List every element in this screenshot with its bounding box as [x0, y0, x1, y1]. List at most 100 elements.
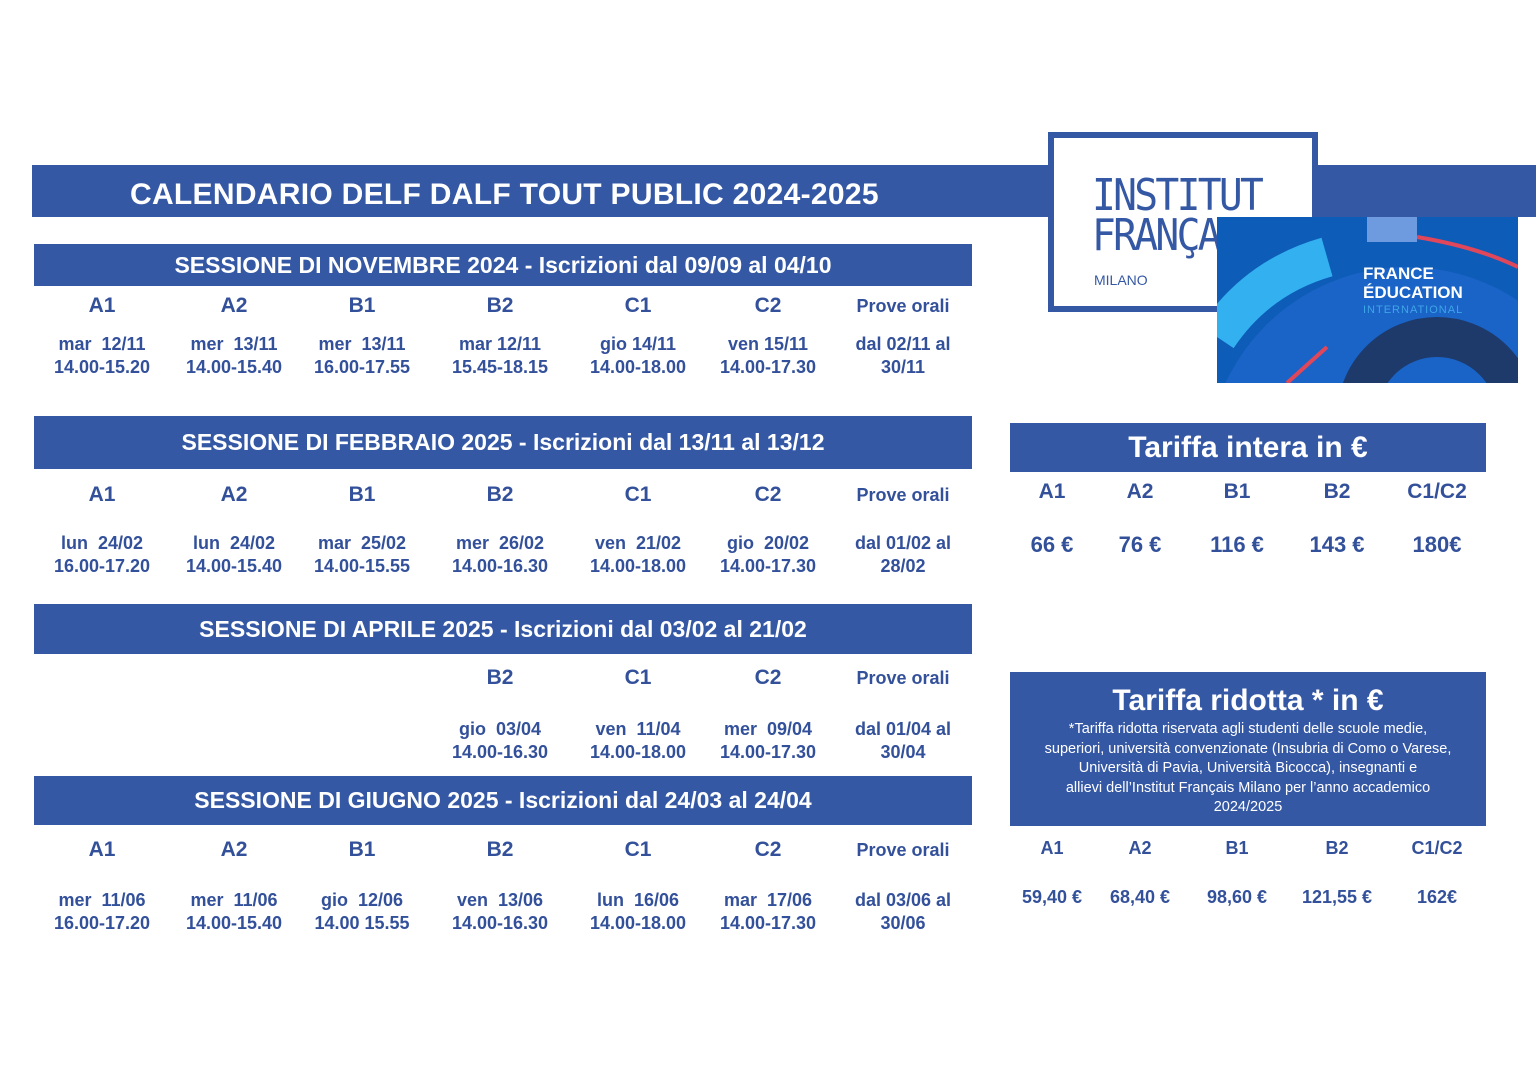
level-label: B2: [486, 294, 514, 317]
session-header: SESSIONE DI FEBBRAIO 2025 - Iscrizioni d…: [34, 416, 972, 469]
exam-day: gio 12/06: [320, 890, 404, 910]
exam-date: dal 01/02 al 28/02: [838, 532, 968, 578]
exam-time: 16.00-17.20: [53, 556, 151, 576]
exam-date: mer 13/11 14.00-15.40: [169, 333, 299, 379]
exam-time: 14.00-16.30: [451, 742, 549, 762]
exam-time: 14.00-15.55: [313, 556, 411, 576]
level-label: B2: [486, 666, 514, 689]
level-label: C1: [624, 666, 652, 689]
tariffa-ridotta-header: Tariffa ridotta * in €: [1112, 684, 1384, 717]
price-level: B2: [1325, 838, 1349, 858]
level-label: C2: [754, 838, 782, 861]
exam-date: ven 21/02 14.00-18.00: [573, 532, 703, 578]
level-label: A2: [220, 483, 248, 506]
price-value: 98,60 €: [1206, 887, 1268, 907]
page-title: CALENDARIO DELF DALF TOUT PUBLIC 2024-20…: [130, 178, 879, 211]
exam-date: mer 13/11 16.00-17.55: [297, 333, 427, 379]
exam-time: 14.00-17.30: [719, 913, 817, 933]
exam-time: 16.00-17.20: [53, 913, 151, 933]
exam-date: lun 16/06 14.00-18.00: [573, 889, 703, 935]
note-line: *Tariffa ridotta riservata agli studenti…: [1068, 721, 1428, 737]
exam-time: 14.00-16.30: [451, 913, 549, 933]
session-header: SESSIONE DI NOVEMBRE 2024 - Iscrizioni d…: [34, 244, 972, 286]
exam-day: dal 01/04 al: [854, 719, 952, 739]
note-line: superiori, università convenzionate (Ins…: [1044, 740, 1452, 757]
price-value: 59,40 €: [1021, 887, 1083, 907]
exam-time: 30/04: [880, 742, 926, 762]
exam-day: gio 14/11: [599, 334, 677, 354]
exam-time: 14.00-17.30: [719, 357, 817, 377]
exam-day: gio 03/04: [458, 719, 542, 739]
exam-day: mer 11/06: [190, 890, 278, 910]
exam-time: 30/11: [880, 357, 926, 377]
exam-time: 30/06: [880, 913, 926, 933]
exam-day: ven 11/04: [595, 719, 681, 739]
exam-date: dal 03/06 al 30/06: [838, 889, 968, 935]
level-label: C1: [624, 838, 652, 861]
exam-date: mar 12/11 15.45-18.15: [435, 333, 565, 379]
note-line: allievi dell’Institut Français Milano pe…: [1065, 779, 1431, 796]
session-header: SESSIONE DI GIUGNO 2025 - Iscrizioni dal…: [34, 776, 972, 825]
exam-date: dal 02/11 al 30/11: [838, 333, 968, 379]
exam-day: lun 24/02: [192, 533, 276, 553]
price-value: 121,55 €: [1301, 887, 1373, 907]
exam-date: dal 01/04 al 30/04: [838, 718, 968, 764]
exam-date: mar 17/06 14.00-17.30: [703, 889, 833, 935]
exam-day: mer 13/11: [190, 334, 278, 354]
price-value: 143 €: [1309, 532, 1365, 557]
level-label: B1: [348, 483, 376, 506]
level-label: A2: [220, 294, 248, 317]
exam-date: ven 15/11 14.00-17.30: [703, 333, 833, 379]
level-label: A1: [88, 294, 116, 317]
exam-date: mar 12/11 14.00-15.20: [37, 333, 167, 379]
exam-time: 14.00-18.00: [589, 742, 687, 762]
exam-time: 14.00-17.30: [719, 556, 817, 576]
level-label: B2: [486, 838, 514, 861]
exam-date: gio 12/06 14.00 15.55: [297, 889, 427, 935]
partner-line2: ÉDUCATION: [1363, 283, 1463, 302]
tariffa-intera-header: Tariffa intera in €: [1010, 423, 1486, 472]
exam-day: dal 03/06 al: [854, 890, 952, 910]
exam-day: mer 13/11: [318, 334, 406, 354]
exam-time: 28/02: [880, 556, 926, 576]
partner-line3: INTERNATIONAL: [1363, 304, 1464, 316]
exam-day: lun 16/06: [596, 890, 680, 910]
exam-day: ven 15/11: [727, 334, 809, 354]
level-label: C2: [754, 483, 782, 506]
level-label: C2: [754, 666, 782, 689]
exam-time: 14.00-18.00: [589, 913, 687, 933]
price-level: C1/C2: [1411, 838, 1463, 858]
exam-day: mar 17/06: [723, 890, 813, 910]
price-value: 68,40 €: [1109, 887, 1171, 907]
exam-day: ven 21/02: [594, 533, 682, 553]
level-label: B1: [348, 294, 376, 317]
price-level: A1: [1040, 838, 1064, 858]
level-label: C1: [624, 483, 652, 506]
partner-line1: FRANCE: [1363, 264, 1434, 283]
level-label: B2: [486, 483, 514, 506]
exam-time: 14.00-18.00: [589, 556, 687, 576]
exam-day: mer 26/02: [455, 533, 545, 553]
france-education-logo: FRANCE ÉDUCATION INTERNATIONAL: [1217, 217, 1518, 383]
exam-date: mer 26/02 14.00-16.30: [435, 532, 565, 578]
exam-date: mar 25/02 14.00-15.55: [297, 532, 427, 578]
exam-date: ven 11/04 14.00-18.00: [573, 718, 703, 764]
level-label: C1: [624, 294, 652, 317]
logo-city: MILANO: [1094, 272, 1148, 288]
exam-time: 16.00-17.55: [313, 357, 411, 377]
exam-date: mer 11/06 16.00-17.20: [37, 889, 167, 935]
exam-day: mar 25/02: [317, 533, 407, 553]
exam-date: lun 24/02 14.00-15.40: [169, 532, 299, 578]
price-level: B1: [1225, 838, 1249, 858]
level-label: B1: [348, 838, 376, 861]
exam-day: mer 11/06: [58, 890, 146, 910]
level-label: Prove orali: [856, 485, 950, 505]
price-level: A2: [1128, 838, 1152, 858]
exam-day: dal 02/11 al: [855, 334, 951, 354]
exam-day: lun 24/02: [60, 533, 144, 553]
exam-date: mer 09/04 14.00-17.30: [703, 718, 833, 764]
exam-day: gio 20/02: [726, 533, 810, 553]
exam-day: mar 12/11: [58, 334, 146, 354]
exam-date: gio 14/11 14.00-18.00: [573, 333, 703, 379]
decorative-arcs: [1217, 217, 1518, 383]
